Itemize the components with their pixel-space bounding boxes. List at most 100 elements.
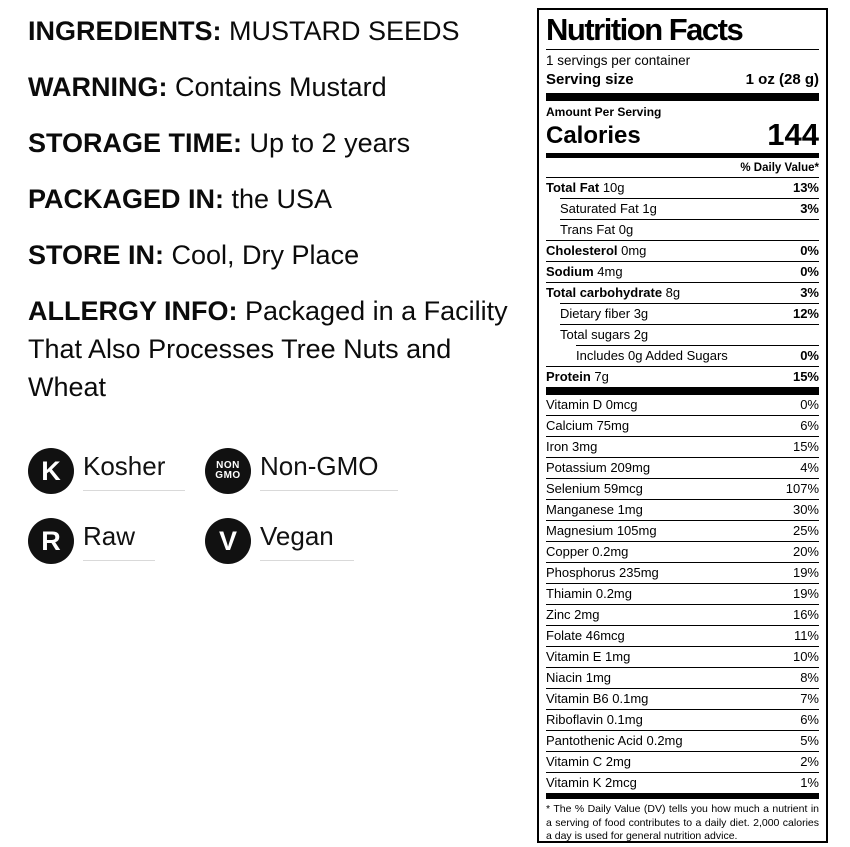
nutrient-name: Vitamin B6 0.1mg [546, 691, 649, 706]
vegan-icon: V [205, 518, 251, 564]
nutrient-name: Iron 3mg [546, 439, 598, 454]
info-value: MUSTARD SEEDS [221, 16, 460, 46]
info-label: ALLERGY INFO: [28, 296, 238, 326]
amount-per-serving-label: Amount Per Serving [546, 105, 662, 119]
nutrient-row: Dietary fiber 3g 12% [560, 303, 819, 324]
info-value: the USA [224, 184, 333, 214]
nutrient-daily-value: 0% [800, 243, 819, 258]
nutrient-name: Calcium 75mg [546, 418, 630, 433]
nutrient-row: Vitamin C 2mg 2% [546, 751, 819, 772]
nutrient-name: Riboflavin 0.1mg [546, 712, 643, 727]
nutrient-name: Manganese 1mg [546, 502, 643, 517]
info-item: PACKAGED IN: the USA [28, 180, 510, 218]
nutrient-row: Selenium 59mcg 107% [546, 478, 819, 499]
calories-value: 144 [767, 117, 819, 152]
badge: V Vegan [205, 518, 510, 564]
nutrient-row: Cholesterol 0mg 0% [546, 240, 819, 261]
daily-value-footnote: * The % Daily Value (DV) tells you how m… [546, 803, 819, 842]
product-details: INGREDIENTS: MUSTARD SEEDS WARNING: Cont… [28, 12, 510, 564]
info-item: WARNING: Contains Mustard [28, 68, 510, 106]
calories-row: Calories 144 [546, 117, 819, 152]
thick-divider [546, 387, 819, 395]
nutrient-name: Saturated Fat 1g [560, 201, 657, 216]
nutrient-name: Total Fat 10g [546, 180, 625, 195]
non-gmo-icon: NON GMO [205, 448, 251, 494]
nutrient-daily-value: 1% [800, 775, 819, 790]
serving-size-label: Serving size [546, 71, 634, 88]
nutrient-name: Copper 0.2mg [546, 544, 629, 559]
nutrient-daily-value: 16% [792, 607, 819, 622]
info-label: WARNING: [28, 72, 168, 102]
thick-divider [546, 93, 819, 101]
nutrient-row: Saturated Fat 1g 3% [560, 198, 819, 219]
raw-icon: R [28, 518, 74, 564]
nutrient-daily-value: 6% [800, 418, 819, 433]
nutrient-row: Sodium 4mg 0% [546, 261, 819, 282]
nutrient-name: Vitamin K 2mcg [546, 775, 637, 790]
nutrient-name: Magnesium 105mg [546, 523, 657, 538]
nutrient-daily-value: 12% [792, 306, 819, 321]
badge-label[interactable]: Kosher [83, 451, 186, 491]
badge: K Kosher [28, 448, 205, 494]
nutrient-name: Thiamin 0.2mg [546, 586, 632, 601]
nutrient-daily-value: 11% [793, 628, 819, 643]
nutrient-row: Potassium 209mg 4% [546, 457, 819, 478]
nutrient-daily-value: 4% [800, 460, 819, 475]
nutrient-row: Total Fat 10g 13% [546, 178, 819, 198]
badge: NON GMO Non-GMO [205, 448, 510, 494]
nutrient-daily-value: 6% [800, 712, 819, 727]
nutrient-daily-value: 3% [800, 285, 819, 300]
macro-nutrient-rows: Total Fat 10g 13% Saturated Fat 1g 3% Trans … [546, 178, 819, 387]
nutrient-name: Zinc 2mg [546, 607, 600, 622]
nutrient-row: Total sugars 2g [560, 324, 819, 345]
nutrient-name: Pantothenic Acid 0.2mg [546, 733, 683, 748]
kosher-icon: K [28, 448, 74, 494]
nutrient-row: Vitamin B6 0.1mg 7% [546, 688, 819, 709]
nutrient-daily-value: 10% [792, 649, 819, 664]
badge-label[interactable]: Vegan [260, 521, 354, 561]
nutrient-name: Selenium 59mcg [546, 481, 643, 496]
nutrient-row: Niacin 1mg 8% [546, 667, 819, 688]
thick-divider [546, 793, 819, 799]
nutrient-row: Zinc 2mg 16% [546, 604, 819, 625]
nutrient-name: Trans Fat 0g [560, 222, 634, 237]
nutrient-name: Total sugars 2g [560, 327, 649, 342]
nutrient-row: Magnesium 105mg 25% [546, 520, 819, 541]
badge-label[interactable]: Non-GMO [260, 451, 399, 491]
nutrient-name: Vitamin D 0mcg [546, 397, 638, 412]
nutrient-row: Folate 46mcg 11% [546, 625, 819, 646]
nutrient-row: Riboflavin 0.1mg 6% [546, 709, 819, 730]
nutrient-row: Vitamin K 2mcg 1% [546, 772, 819, 793]
info-item: ALLERGY INFO: Packaged in a Facility That… [28, 292, 510, 406]
nutrition-facts-label: Nutrition Facts 1 servings per container… [537, 8, 828, 843]
nutrient-daily-value: 8% [800, 670, 819, 685]
info-label: STORAGE TIME: [28, 128, 243, 158]
info-value: Cool, Dry Place [164, 240, 360, 270]
nutrient-name: Vitamin C 2mg [546, 754, 632, 769]
nutrient-row: Calcium 75mg 6% [546, 415, 819, 436]
info-value: Contains Mustard [167, 72, 387, 102]
nutrient-daily-value: 15% [792, 439, 819, 454]
info-label: STORE IN: [28, 240, 165, 270]
serving-size-row: Serving size 1 oz (28 g) [546, 70, 819, 93]
nutrient-row: Phosphorus 235mg 19% [546, 562, 819, 583]
info-item: INGREDIENTS: MUSTARD SEEDS [28, 12, 510, 50]
info-label: PACKAGED IN: [28, 184, 225, 214]
nutrient-name: Niacin 1mg [546, 670, 612, 685]
nutrient-name: Dietary fiber 3g [560, 306, 649, 321]
nutrient-daily-value: 0% [800, 397, 819, 412]
nutrient-name: Includes 0g Added Sugars [576, 348, 728, 363]
daily-value-header: % Daily Value* [546, 158, 819, 178]
nutrient-daily-value: 0% [800, 264, 819, 279]
calories-label: Calories [546, 122, 641, 149]
nutrient-daily-value: 25% [792, 523, 819, 538]
medium-divider [546, 153, 819, 158]
nutrient-daily-value: 0% [800, 348, 819, 363]
nutrient-row: Vitamin D 0mcg 0% [546, 395, 819, 415]
nutrient-daily-value: 20% [792, 544, 819, 559]
micro-nutrient-rows: Vitamin D 0mcg 0% Calcium 75mg 6% Iron 3mg 15… [546, 395, 819, 793]
badge-label[interactable]: Raw [83, 521, 156, 561]
nutrient-row: Copper 0.2mg 20% [546, 541, 819, 562]
nutrient-name: Folate 46mcg [546, 628, 625, 643]
